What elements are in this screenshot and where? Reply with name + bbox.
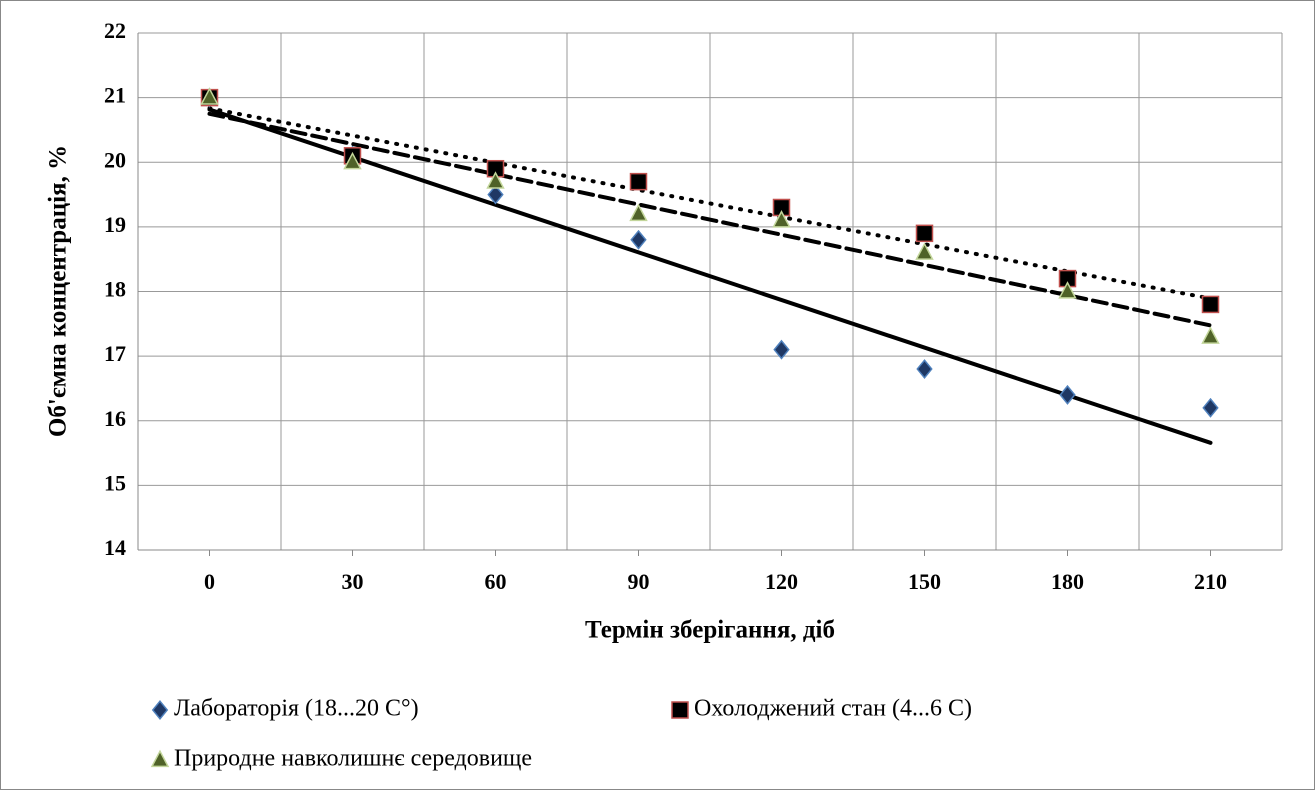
marker-diamond	[1059, 384, 1076, 405]
trendline	[207, 106, 1213, 301]
y-tick-label: 21	[104, 83, 126, 108]
legend-label: Охолоджений стан (4...6 С)	[694, 696, 972, 722]
y-tick-label: 15	[104, 470, 126, 495]
x-tick-label: 180	[1051, 569, 1084, 594]
y-tick-label: 17	[104, 341, 126, 366]
x-tick-label: 60	[485, 569, 507, 594]
marker-square	[671, 701, 689, 719]
marker-square	[629, 172, 648, 191]
marker-triangle	[200, 87, 219, 105]
y-tick-label: 14	[104, 535, 126, 560]
x-tick-label: 150	[908, 569, 941, 594]
marker-diamond	[487, 184, 504, 205]
x-tick-label: 30	[342, 569, 364, 594]
x-tick-label: 90	[628, 569, 650, 594]
marker-triangle	[1058, 281, 1077, 299]
marker-diamond	[630, 229, 647, 250]
marker-triangle	[150, 749, 170, 768]
marker-square	[915, 224, 934, 243]
marker-triangle	[915, 242, 934, 260]
y-tick-label: 18	[104, 277, 126, 302]
y-axis-title: Об'ємна концентрація, %	[45, 145, 72, 437]
x-axis-title: Термін зберігання, діб	[585, 617, 835, 644]
y-tick-label: 16	[104, 406, 126, 431]
legend-label: Природне навколишнє середовище	[174, 746, 532, 772]
x-tick-label: 210	[1194, 569, 1227, 594]
x-tick-label: 120	[765, 569, 798, 594]
trendline	[207, 111, 1213, 328]
marker-diamond	[1202, 397, 1219, 418]
marker-triangle	[343, 151, 362, 170]
marker-diamond	[773, 339, 790, 360]
y-tick-label: 20	[104, 147, 126, 172]
x-tick-label: 0	[204, 569, 215, 594]
y-tick-label: 22	[104, 18, 126, 43]
marker-triangle	[772, 210, 791, 228]
marker-diamond	[916, 359, 933, 380]
trendline	[207, 107, 1213, 445]
legend-label: Лабораторія (18...20 С°)	[174, 696, 419, 722]
marker-diamond	[151, 700, 169, 720]
marker-triangle	[486, 171, 505, 189]
marker-triangle	[1201, 326, 1220, 344]
marker-triangle	[629, 203, 648, 222]
marker-square	[1201, 295, 1220, 314]
y-tick-label: 19	[104, 212, 126, 237]
